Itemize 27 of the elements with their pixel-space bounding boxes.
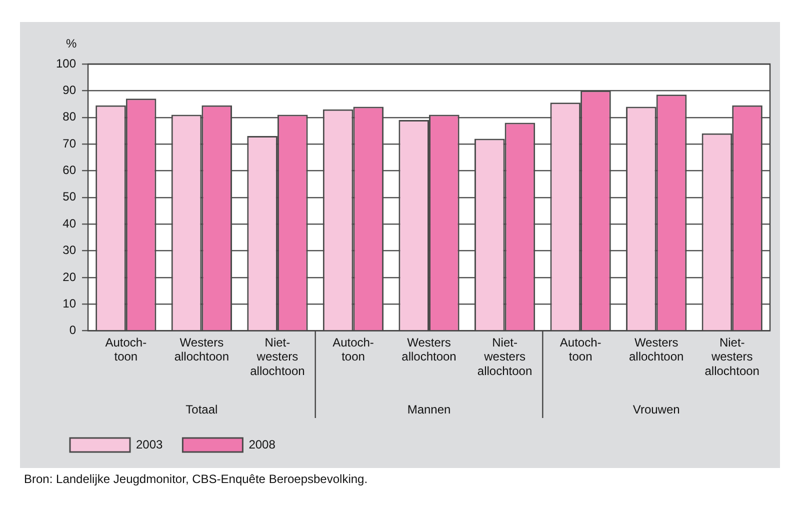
text: Vrouwen — [632, 402, 680, 416]
text: Bron: Landelijke Jeugdmonitor, CBS-Enquête Beroepsbevolking. — [24, 472, 368, 486]
text: Totaal — [186, 402, 218, 416]
x-tick-label: Autoch- toon — [560, 335, 602, 364]
y-tick-label: 80 — [62, 110, 76, 124]
y-tick-label: 60 — [62, 163, 76, 178]
y-tick-label: 50 — [62, 190, 76, 204]
y-tick-label: 0 — [69, 323, 76, 338]
legend-label: 2003 — [136, 437, 164, 452]
x-tick-label: Westers allochtoon — [628, 335, 684, 364]
x-tick-label: Niet- westers allochtoon — [704, 335, 760, 378]
y-tick-label: 70 — [62, 136, 76, 150]
y-tick-label: 30 — [62, 243, 76, 258]
legend-label: 2008 — [248, 437, 276, 452]
x-tick-label: Autoch- toon — [105, 335, 147, 364]
x-tick-label: Niet- westers allochtoon — [477, 335, 532, 378]
y-tick-label: 100 — [56, 56, 76, 70]
x-tick-label: Autoch- toon — [332, 335, 374, 364]
text: Mannen — [407, 402, 451, 416]
x-tick-label: Westers allochtoon — [402, 335, 456, 364]
y-tick-label: 90 — [62, 82, 76, 97]
y-tick-label: 20 — [62, 270, 76, 284]
y-tick-label: 10 — [62, 296, 76, 310]
x-tick-label: Niet- westers allochtoon — [250, 335, 305, 378]
y-axis-title: % — [66, 36, 78, 50]
y-tick-label: 40 — [62, 216, 76, 230]
x-tick-label: Westers allochtoon — [174, 335, 230, 364]
